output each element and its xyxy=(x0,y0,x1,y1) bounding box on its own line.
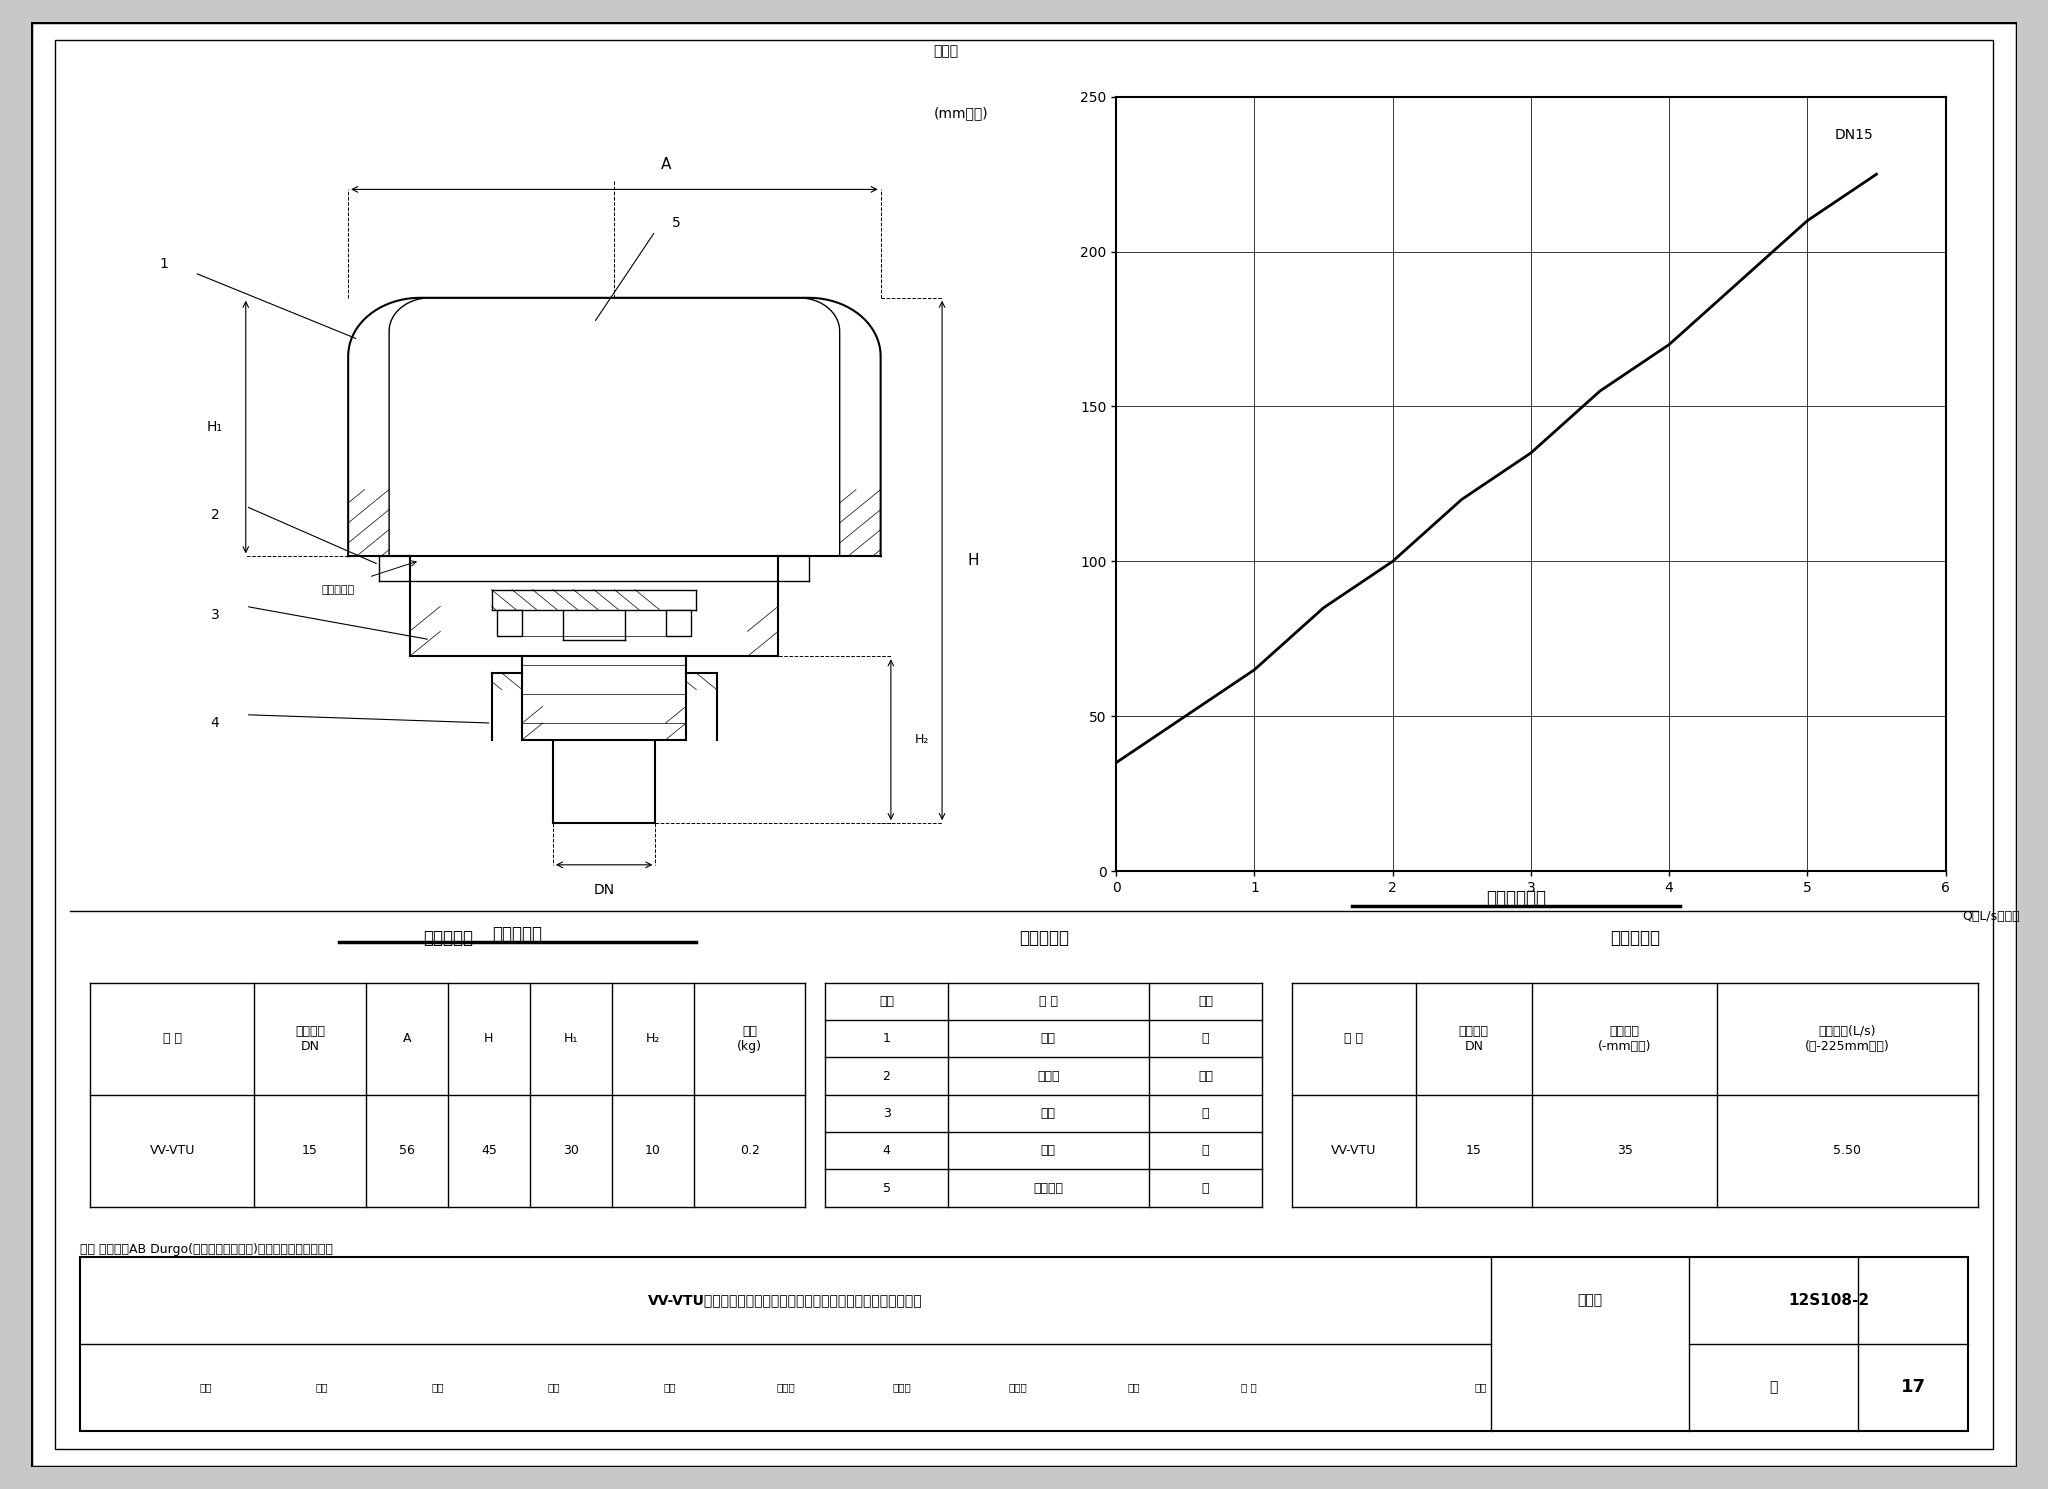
Text: 4: 4 xyxy=(211,716,219,730)
Text: 10: 10 xyxy=(645,1144,662,1157)
Text: H₂: H₂ xyxy=(645,1032,659,1045)
Text: 托杆: 托杆 xyxy=(1040,1144,1055,1157)
Text: 张文华: 张文华 xyxy=(776,1382,795,1392)
Text: 审批審: 审批審 xyxy=(893,1382,911,1392)
Text: 5: 5 xyxy=(883,1182,891,1194)
Text: 万 水: 万 水 xyxy=(1241,1382,1257,1392)
Text: 经寡: 经寡 xyxy=(432,1382,444,1392)
Text: 张森: 张森 xyxy=(315,1382,328,1392)
Text: 边之华: 边之华 xyxy=(1008,1382,1026,1392)
Text: H₂: H₂ xyxy=(913,733,930,746)
Text: 壳体: 壳体 xyxy=(1040,1032,1055,1045)
Text: 铜: 铜 xyxy=(1202,1182,1208,1194)
Text: 万水: 万水 xyxy=(1475,1382,1487,1392)
Text: 2: 2 xyxy=(211,508,219,521)
Text: (mm水柱): (mm水柱) xyxy=(934,106,989,121)
Text: 1: 1 xyxy=(883,1032,891,1045)
Text: 真空度: 真空度 xyxy=(934,45,958,58)
Text: 图集号: 图集号 xyxy=(1577,1294,1604,1307)
Text: H₁: H₁ xyxy=(563,1032,578,1045)
Text: 56: 56 xyxy=(399,1144,416,1157)
Text: VV-VTU: VV-VTU xyxy=(150,1144,195,1157)
Text: 型 号: 型 号 xyxy=(162,1032,182,1045)
Text: 铜: 铜 xyxy=(1202,1032,1208,1045)
Bar xyxy=(666,610,692,636)
Text: 型 号: 型 号 xyxy=(1343,1032,1364,1045)
Bar xyxy=(496,610,522,636)
Text: VV-VTU: VV-VTU xyxy=(1331,1144,1376,1157)
Text: 4: 4 xyxy=(883,1144,891,1157)
Text: 17: 17 xyxy=(1901,1379,1925,1397)
Text: 30: 30 xyxy=(563,1144,580,1157)
Text: 0.2: 0.2 xyxy=(739,1144,760,1157)
Text: 主要材料表: 主要材料表 xyxy=(1018,929,1069,947)
Text: 铜: 铜 xyxy=(1202,1106,1208,1120)
Text: H: H xyxy=(483,1032,494,1045)
Text: A: A xyxy=(659,156,672,171)
Text: 橡胶: 橡胶 xyxy=(1198,1069,1212,1083)
Text: 45: 45 xyxy=(481,1144,498,1157)
Text: DN: DN xyxy=(594,883,614,896)
Text: 校对: 校对 xyxy=(664,1382,676,1392)
Text: 外形尺寸表: 外形尺寸表 xyxy=(422,929,473,947)
Text: 补气性能表: 补气性能表 xyxy=(1610,929,1659,947)
Text: 审核: 审核 xyxy=(201,1382,213,1392)
Text: 公称直径
DN: 公称直径 DN xyxy=(1458,1024,1489,1053)
Text: 1: 1 xyxy=(160,258,168,271)
Text: 15: 15 xyxy=(303,1144,317,1157)
Text: 35: 35 xyxy=(1616,1144,1632,1157)
Text: 页: 页 xyxy=(1769,1380,1778,1394)
Text: 开启压力
(-mm水柱): 开启压力 (-mm水柱) xyxy=(1597,1024,1651,1053)
Text: H₁: H₁ xyxy=(207,420,223,435)
Text: A: A xyxy=(403,1032,412,1045)
Bar xyxy=(80,1257,1968,1431)
Text: 5.50: 5.50 xyxy=(1833,1144,1862,1157)
Text: 补气流量曲线: 补气流量曲线 xyxy=(1487,889,1546,907)
Text: 3: 3 xyxy=(883,1106,891,1120)
Text: 密封圈: 密封圈 xyxy=(1036,1069,1059,1083)
Text: H: H xyxy=(967,552,979,567)
Text: 铜: 铜 xyxy=(1202,1144,1208,1157)
Text: 重量
(kg): 重量 (kg) xyxy=(737,1024,762,1053)
Text: 5: 5 xyxy=(672,216,680,229)
Text: 绝寡: 绝寡 xyxy=(547,1382,559,1392)
Text: VV-VTU型管顶形（大气型）真空破坏器外形构造图及补气流量曲线: VV-VTU型管顶形（大气型）真空破坏器外形构造图及补气流量曲线 xyxy=(649,1294,924,1307)
Text: 2: 2 xyxy=(883,1069,891,1083)
Text: 进气阀瓣: 进气阀瓣 xyxy=(1034,1182,1063,1194)
Text: 3: 3 xyxy=(211,608,219,622)
Text: 阀座: 阀座 xyxy=(1040,1106,1055,1120)
Text: 注： 本图根据AB Durgo(多歧股份有限公司)提供的技术资料编制。: 注： 本图根据AB Durgo(多歧股份有限公司)提供的技术资料编制。 xyxy=(80,1243,334,1255)
Text: 外形构造图: 外形构造图 xyxy=(492,925,543,943)
Text: 进气口下沿: 进气口下沿 xyxy=(322,585,354,594)
Text: 名 称: 名 称 xyxy=(1038,995,1057,1008)
Text: 设计: 设计 xyxy=(1126,1382,1139,1392)
Text: 公称直径
DN: 公称直径 DN xyxy=(295,1024,326,1053)
Text: DN15: DN15 xyxy=(1835,128,1874,141)
Text: Q（L/s）流量: Q（L/s）流量 xyxy=(1962,910,2019,923)
Text: 12S108-2: 12S108-2 xyxy=(1788,1292,1870,1307)
Text: 15: 15 xyxy=(1466,1144,1483,1157)
Text: 材质: 材质 xyxy=(1198,995,1212,1008)
Text: 补气流量(L/s)
(在-225mm水柱): 补气流量(L/s) (在-225mm水柱) xyxy=(1804,1024,1890,1053)
Text: 序号: 序号 xyxy=(879,995,895,1008)
